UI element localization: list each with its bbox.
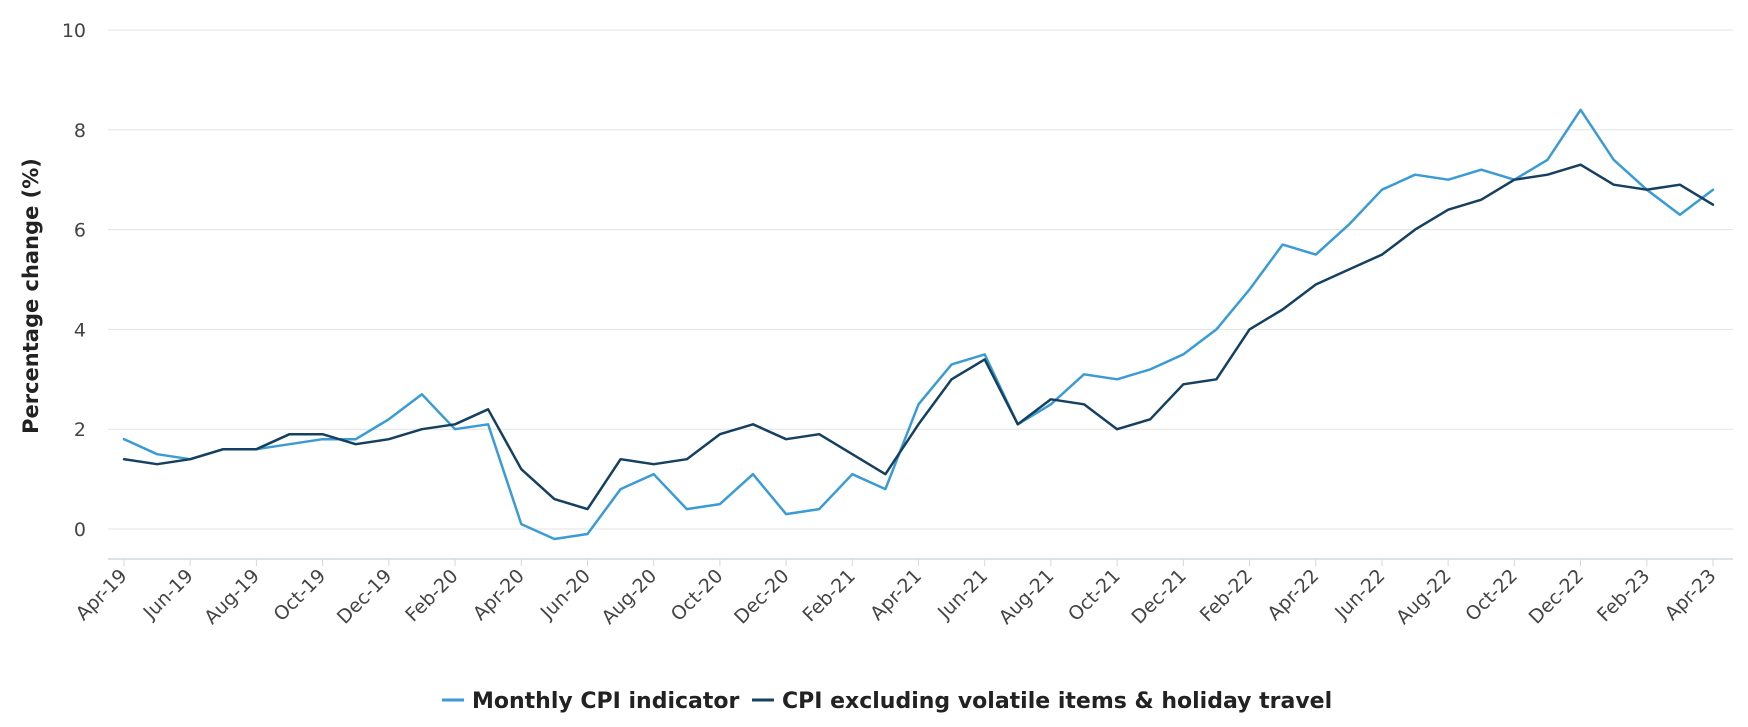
series-line-monthly-cpi <box>122 108 1715 541</box>
x-axis-ticks: Apr-19 Jun-19 Aug-19 Oct-19 Dec-19 Feb-20 Apr-… <box>72 559 1721 629</box>
x-tick-label: Feb-21 <box>799 565 860 626</box>
x-tick-label: Apr-22 <box>1263 565 1323 625</box>
series-lines <box>122 108 1715 541</box>
x-tick-label: Oct-20 <box>667 565 728 626</box>
y-tick-label: 6 <box>74 220 86 242</box>
x-tick-label: Dec-22 <box>1525 565 1589 629</box>
y-tick-label: 4 <box>74 319 86 341</box>
x-tick-label: Dec-19 <box>333 565 397 629</box>
x-tick-label: Jun-20 <box>536 565 595 624</box>
series-line-cpi-excluding-volatile <box>122 163 1715 511</box>
y-tick-label: 10 <box>62 20 86 42</box>
y-tick-label: 2 <box>74 419 86 441</box>
x-tick-label: Apr-23 <box>1661 565 1721 625</box>
x-tick-label: Aug-22 <box>1392 565 1456 629</box>
x-tick-label: Dec-21 <box>1127 565 1191 629</box>
gridlines <box>108 29 1733 560</box>
x-tick-label: Jun-19 <box>139 565 198 624</box>
x-tick-label: Apr-20 <box>469 565 529 625</box>
x-tick-label: Oct-21 <box>1064 565 1125 626</box>
x-tick-label: Jun-21 <box>933 565 992 624</box>
x-tick-label: Aug-21 <box>995 565 1059 629</box>
x-tick-label: Apr-19 <box>72 565 132 625</box>
x-tick-label: Dec-20 <box>730 565 794 629</box>
x-tick-label: Aug-19 <box>200 565 264 629</box>
x-tick-label: Jun-22 <box>1330 565 1389 624</box>
x-tick-label: Aug-20 <box>597 565 661 629</box>
x-tick-label: Oct-22 <box>1461 565 1522 626</box>
x-tick-label: Feb-23 <box>1593 565 1654 626</box>
legend-label: Monthly CPI indicator <box>472 689 740 714</box>
x-tick-label: Apr-21 <box>866 565 926 625</box>
y-axis-ticks: 0 2 4 6 8 10 <box>62 20 86 541</box>
y-axis-title: Percentage change (%) <box>19 158 43 434</box>
x-tick-label: Oct-19 <box>269 565 330 626</box>
legend-label: CPI excluding volatile items & holiday t… <box>782 689 1332 714</box>
y-tick-label: 8 <box>74 120 86 142</box>
x-tick-label: Feb-20 <box>401 565 462 626</box>
legend: Monthly CPI indicator CPI excluding volat… <box>442 689 1332 714</box>
y-tick-label: 0 <box>74 519 86 541</box>
x-tick-label: Feb-22 <box>1196 565 1257 626</box>
